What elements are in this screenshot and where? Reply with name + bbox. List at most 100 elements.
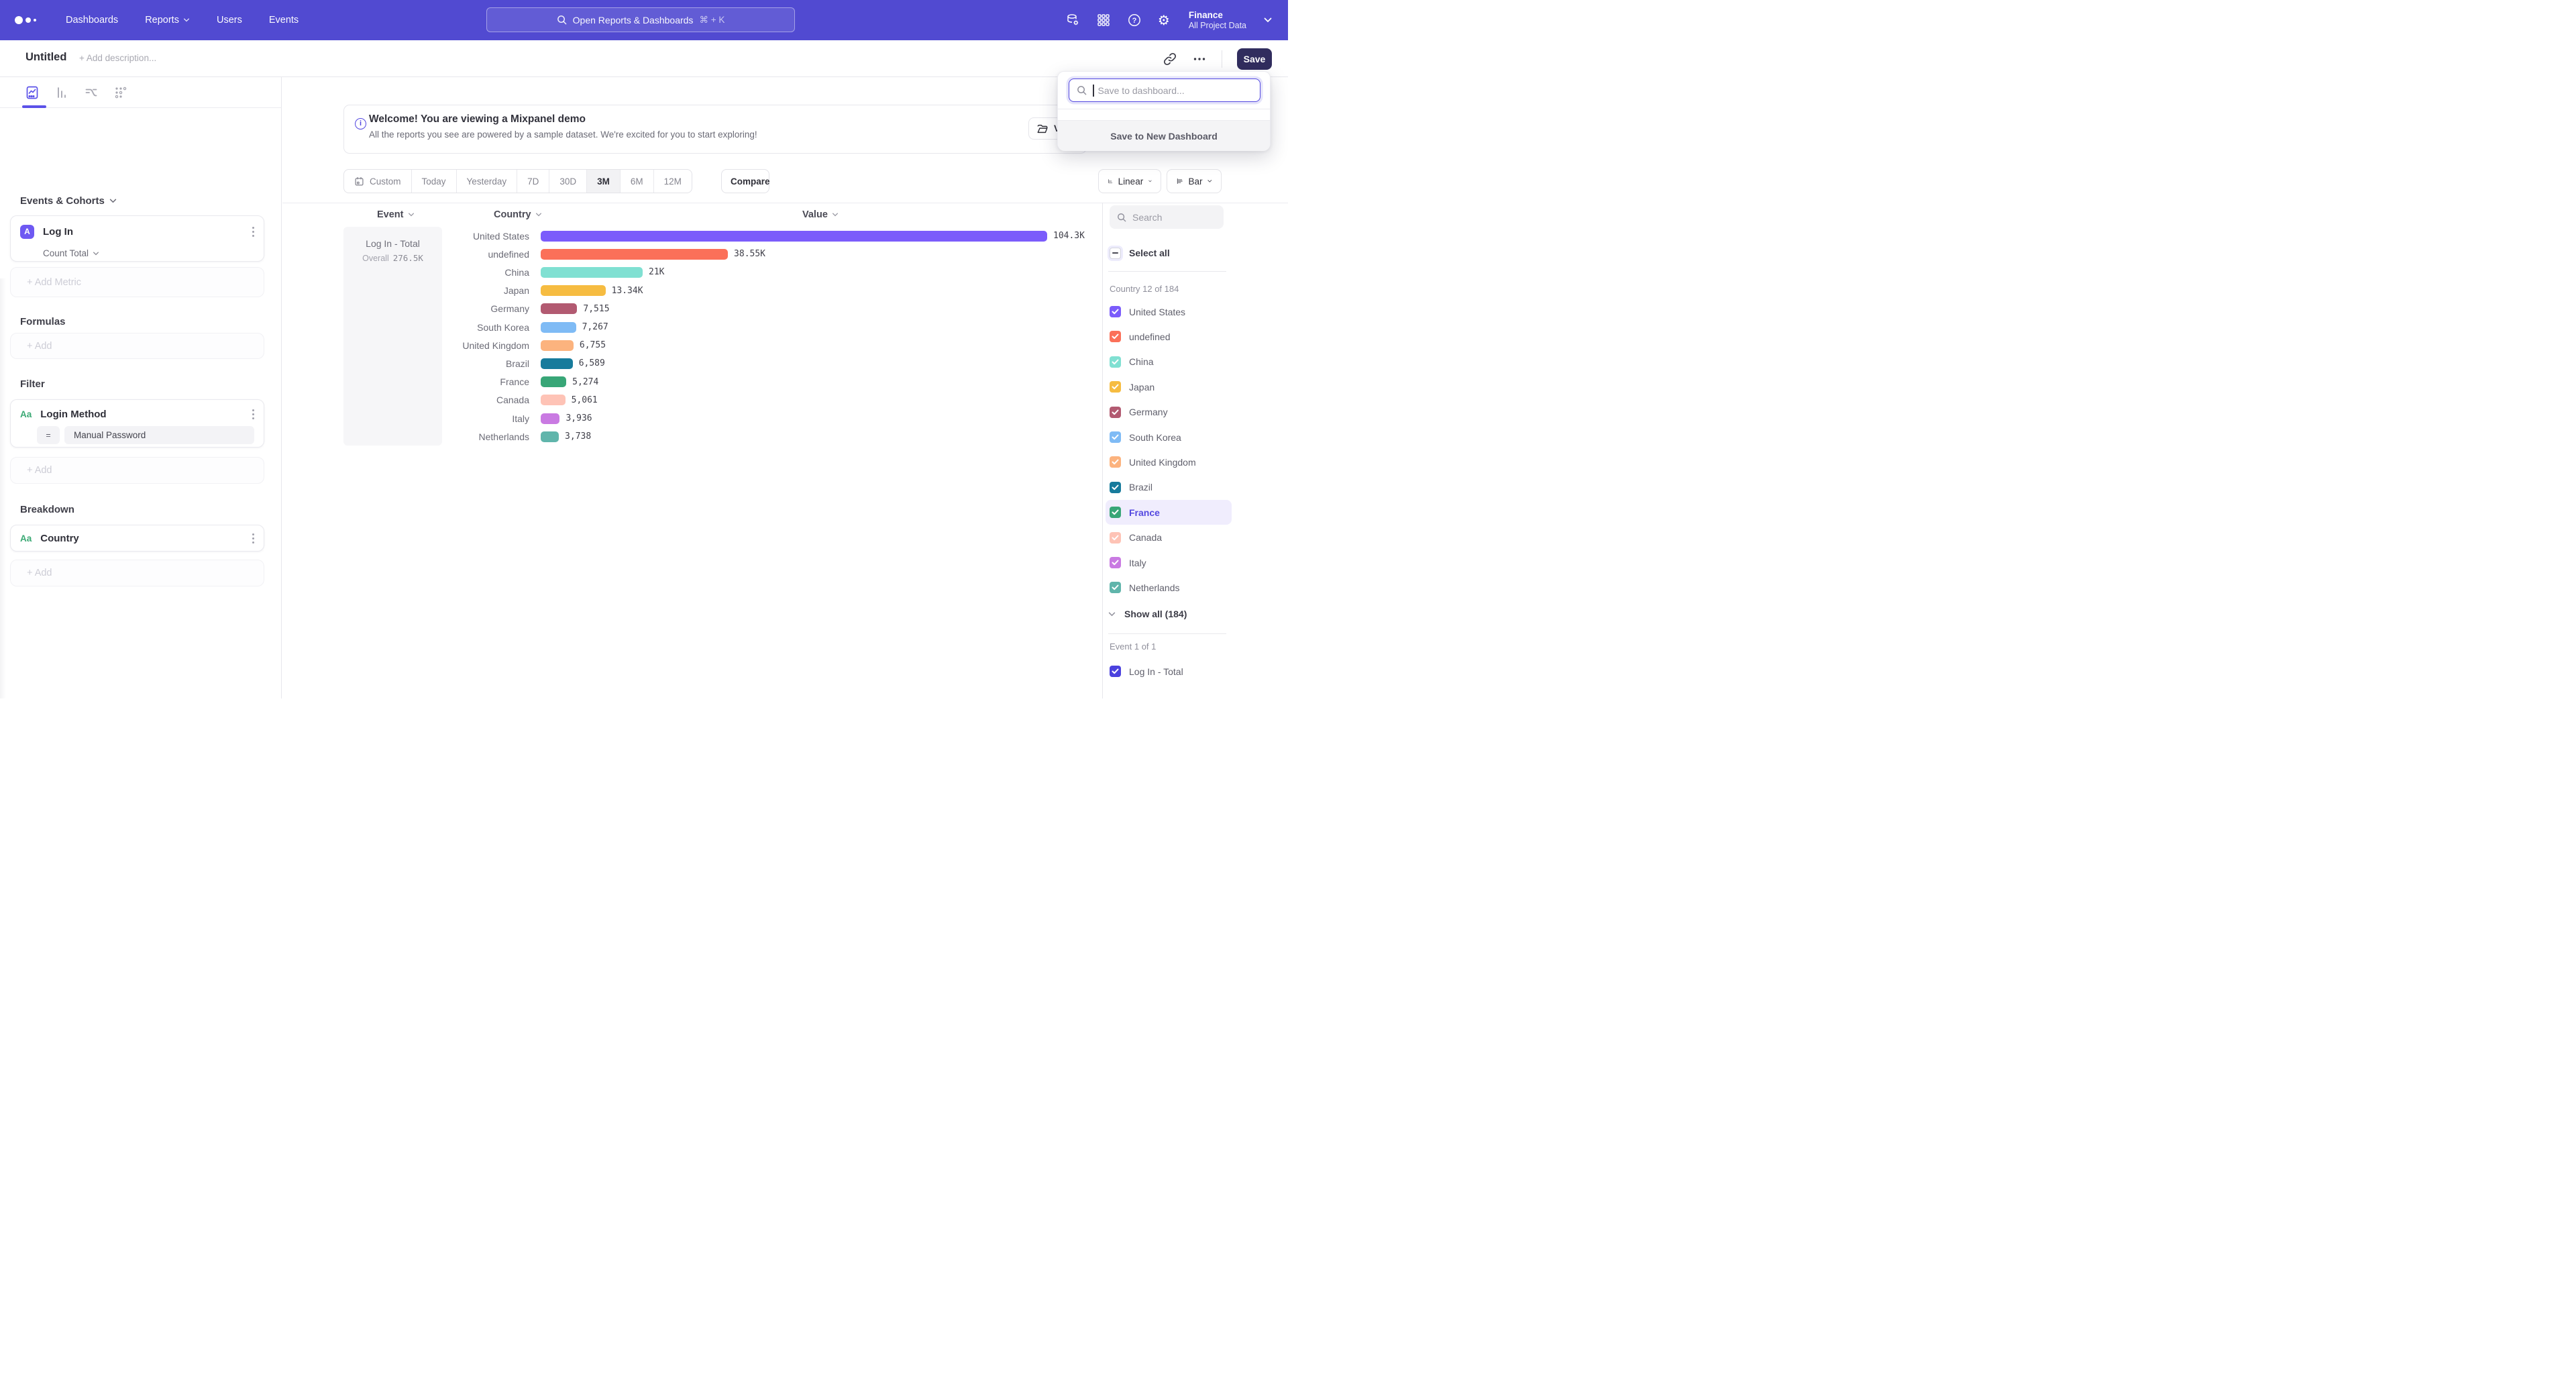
bar[interactable] — [541, 395, 566, 405]
select-all-checkbox[interactable] — [1110, 248, 1121, 259]
bar[interactable] — [541, 322, 576, 333]
chart-type-dropdown[interactable]: Bar — [1167, 169, 1222, 193]
metric-card[interactable]: A Log In Count Total — [10, 215, 264, 262]
filter-card[interactable]: Aa Login Method = Manual Password — [10, 399, 264, 448]
metric-name[interactable]: Log In — [43, 226, 73, 238]
range-tab-12m[interactable]: 12M — [654, 170, 692, 193]
legend-row-germany[interactable]: Germany — [1106, 400, 1232, 425]
bar-category-label: Netherlands — [447, 431, 541, 442]
bar[interactable] — [541, 231, 1047, 242]
nav-item-reports[interactable]: Reports — [145, 15, 190, 25]
legend-row-united-kingdom[interactable]: United Kingdom — [1106, 450, 1232, 474]
add-filter-button[interactable]: + Add — [10, 457, 264, 484]
bar[interactable] — [541, 340, 574, 351]
add-metric-button[interactable]: + Add Metric — [10, 267, 264, 297]
country-checkbox[interactable] — [1110, 532, 1121, 544]
breakdown-property-name[interactable]: Country — [40, 533, 79, 544]
add-breakdown-button[interactable]: + Add — [10, 560, 264, 586]
event-checkbox[interactable] — [1110, 666, 1121, 677]
column-header-event[interactable]: Event — [377, 209, 415, 220]
bar[interactable] — [541, 431, 559, 442]
bar[interactable] — [541, 267, 643, 278]
range-tab-30d[interactable]: 30D — [549, 170, 587, 193]
bar[interactable] — [541, 249, 728, 260]
country-checkbox[interactable] — [1110, 331, 1121, 342]
add-formula-button[interactable]: + Add — [10, 333, 264, 359]
bar[interactable] — [541, 285, 606, 296]
legend-row-netherlands[interactable]: Netherlands — [1106, 575, 1232, 600]
bar-category-label: Japan — [447, 285, 541, 296]
range-tab-today[interactable]: Today — [412, 170, 457, 193]
nav-item-events[interactable]: Events — [269, 15, 299, 25]
tab-retention-report[interactable] — [113, 83, 128, 103]
filter-property-name[interactable]: Login Method — [40, 409, 106, 420]
column-header-country[interactable]: Country — [494, 209, 542, 220]
country-checkbox[interactable] — [1110, 381, 1121, 393]
legend-row-united-states[interactable]: United States — [1106, 299, 1232, 324]
country-checkbox[interactable] — [1110, 557, 1121, 568]
range-tab-custom[interactable]: Custom — [344, 170, 412, 193]
tab-flow-report[interactable] — [84, 83, 99, 103]
breakdown-more-icon[interactable] — [252, 533, 254, 544]
save-dropdown: Save to dashboard... Save to New Dashboa… — [1057, 71, 1271, 150]
compare-button[interactable]: Compare — [721, 169, 769, 193]
bar[interactable] — [541, 376, 566, 387]
select-all-row[interactable]: Select all — [1110, 245, 1170, 261]
metric-aggregation[interactable]: Count Total — [43, 248, 264, 258]
breakdown-card[interactable]: Aa Country — [10, 525, 264, 552]
range-tab-6m[interactable]: 6M — [621, 170, 654, 193]
chart-row: Japan13.34K — [447, 282, 643, 300]
legend-row-china[interactable]: China — [1106, 350, 1232, 374]
range-tab-yesterday[interactable]: Yesterday — [457, 170, 518, 193]
tab-insights[interactable] — [25, 83, 40, 103]
legend-row-france[interactable]: France — [1106, 500, 1232, 525]
country-checkbox[interactable] — [1110, 306, 1121, 317]
more-options-icon[interactable] — [1192, 52, 1207, 66]
data-connections-icon[interactable] — [1065, 13, 1080, 28]
tab-bar-report[interactable] — [54, 83, 69, 103]
bar[interactable] — [541, 303, 577, 314]
project-switcher[interactable]: Finance All Project Data — [1189, 10, 1246, 31]
range-tab-3m[interactable]: 3M — [587, 170, 621, 193]
legend-row-canada[interactable]: Canada — [1106, 525, 1232, 550]
save-to-new-dashboard-button[interactable]: Save to New Dashboard — [1058, 120, 1270, 151]
legend-event-row[interactable]: Log In - Total — [1110, 659, 1183, 684]
chart-mode-dropdown[interactable]: Linear — [1098, 169, 1161, 193]
global-search-button[interactable]: Open Reports & Dashboards ⌘ + K — [486, 7, 795, 32]
range-tab-7d[interactable]: 7D — [517, 170, 549, 193]
events-cohorts-heading[interactable]: Events & Cohorts — [20, 195, 117, 207]
legend-row-brazil[interactable]: Brazil — [1106, 475, 1232, 500]
bar[interactable] — [541, 413, 559, 424]
country-checkbox[interactable] — [1110, 407, 1121, 418]
legend-row-undefined[interactable]: undefined — [1106, 324, 1232, 349]
legend-row-south-korea[interactable]: South Korea — [1106, 425, 1232, 450]
country-checkbox[interactable] — [1110, 356, 1121, 368]
country-checkbox[interactable] — [1110, 456, 1121, 468]
filter-operator[interactable]: = — [37, 426, 60, 444]
country-checkbox[interactable] — [1110, 582, 1121, 593]
filter-value[interactable]: Manual Password — [64, 426, 254, 444]
settings-gear-icon[interactable]: ⚙ — [1158, 13, 1170, 28]
legend-country-label: United Kingdom — [1129, 457, 1196, 468]
help-icon[interactable]: ? — [1127, 13, 1142, 28]
legend-search-input[interactable]: Search — [1110, 205, 1224, 229]
country-checkbox[interactable] — [1110, 431, 1121, 443]
save-to-dashboard-input[interactable]: Save to dashboard... — [1069, 79, 1260, 102]
add-description-button[interactable]: + Add description... — [79, 53, 156, 63]
copy-link-icon[interactable] — [1163, 52, 1177, 66]
apps-grid-icon[interactable] — [1096, 13, 1111, 28]
country-checkbox[interactable] — [1110, 507, 1121, 518]
nav-item-users[interactable]: Users — [217, 15, 242, 25]
report-title[interactable]: Untitled — [25, 51, 66, 64]
show-all-button[interactable]: Show all (184) — [1108, 602, 1187, 626]
filter-more-icon[interactable] — [252, 409, 254, 419]
save-button[interactable]: Save — [1237, 48, 1272, 70]
mixpanel-logo-icon[interactable] — [15, 16, 42, 24]
metric-more-icon[interactable] — [252, 227, 254, 237]
bar[interactable] — [541, 358, 573, 369]
column-header-value[interactable]: Value — [802, 209, 839, 220]
legend-row-japan[interactable]: Japan — [1106, 374, 1232, 399]
country-checkbox[interactable] — [1110, 482, 1121, 493]
legend-row-italy[interactable]: Italy — [1106, 550, 1232, 575]
nav-item-dashboards[interactable]: Dashboards — [66, 15, 118, 25]
